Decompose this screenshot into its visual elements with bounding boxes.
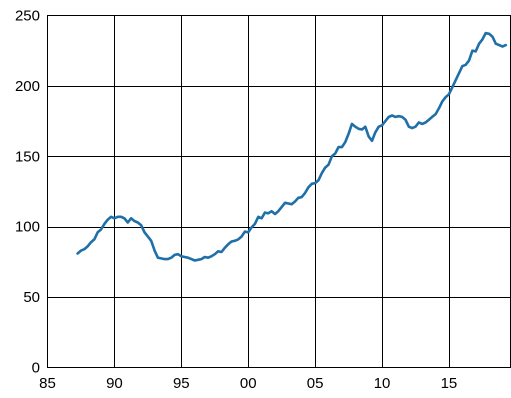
x-tick-label: 10: [374, 375, 391, 392]
y-tick-label: 0: [32, 360, 40, 377]
grid-layer: [47, 15, 511, 368]
series-line-0: [76, 31, 508, 262]
x-tick-label: 05: [307, 375, 324, 392]
y-tick-label: 100: [15, 219, 40, 236]
y-tick-label: 150: [15, 148, 40, 165]
x-tick-label: 00: [240, 375, 257, 392]
y-tick-label: 250: [15, 8, 40, 25]
x-axis-tick-labels: 85 90 95 00 05 10 15: [39, 375, 457, 392]
y-axis-tick-labels: 0 50 100 150 200 250: [15, 8, 40, 377]
x-tick-label: 90: [106, 375, 123, 392]
x-tick-label: 85: [39, 375, 56, 392]
x-tick-label: 15: [441, 375, 458, 392]
y-tick-label: 200: [15, 78, 40, 95]
series-layer: [76, 31, 508, 262]
x-tick-label: 95: [173, 375, 190, 392]
y-tick-label: 50: [23, 289, 40, 306]
